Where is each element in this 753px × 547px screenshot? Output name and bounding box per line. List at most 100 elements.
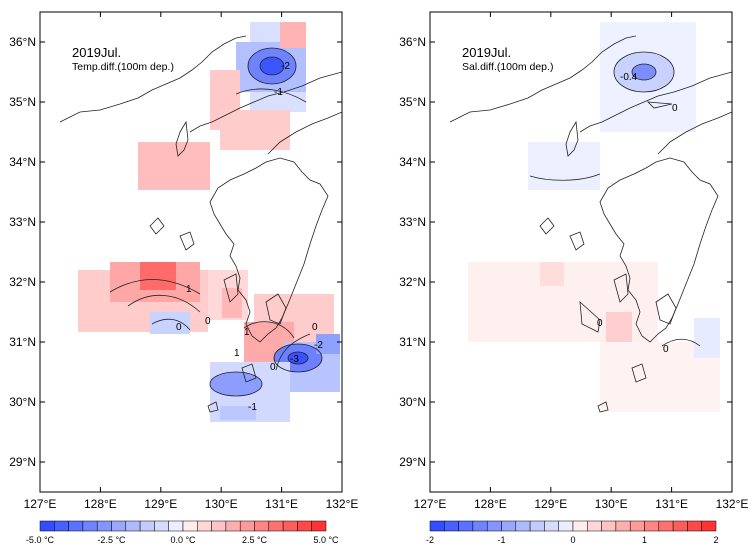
colorbar-cell — [601, 520, 617, 532]
lat-label: 33°N — [399, 215, 426, 229]
colorbar-tick-label: -5.0 °C — [26, 535, 55, 545]
lat-label: 33°N — [9, 215, 36, 229]
contour-label: 0 — [672, 103, 678, 114]
colorbar-cell — [211, 520, 227, 532]
colorbar-cell — [68, 520, 84, 532]
lat-label: 35°N — [9, 95, 36, 109]
colorbar-cell — [125, 520, 141, 532]
colorbar-cell — [687, 520, 702, 532]
panel-title-variable: Temp.diff.(100m dep.) — [72, 61, 174, 73]
temperature-colorbar: -5.0 °C -2.5 °C 0.0 °C 2.5 °C 5.0 °C — [26, 520, 339, 545]
colorbar-cell — [154, 520, 169, 532]
map-axes: 127°E 128°E 129°E 130°E 131°E 132°E 36°N 35°N 34… — [9, 12, 358, 511]
colorbar-tick-label: 5.0 °C — [313, 535, 339, 545]
panel-title-year: 2019Jul. — [72, 45, 121, 60]
colorbar-tick-label: 2 — [713, 535, 718, 545]
colorbar-cell — [486, 520, 502, 532]
colorbar-cell — [268, 520, 284, 532]
contour-label: -3 — [290, 354, 299, 365]
lat-label: 30°N — [9, 395, 36, 409]
colorbar-cell — [629, 520, 645, 532]
colorbar-cell — [297, 520, 312, 532]
panel-title-year: 2019Jul. — [462, 45, 511, 60]
lat-label: 35°N — [399, 95, 426, 109]
contour-label: -2 — [281, 61, 290, 72]
lat-label: 31°N — [9, 335, 36, 349]
contour-label: 0 — [176, 322, 182, 333]
lat-label: 36°N — [9, 35, 36, 49]
colorbar-cell — [96, 520, 112, 532]
lon-label: 131°E — [265, 497, 298, 511]
colorbar-cell — [54, 520, 69, 532]
colorbar-cell — [139, 520, 155, 532]
contour-label: 1 — [234, 348, 240, 359]
lat-label: 31°N — [399, 335, 426, 349]
map-frame — [429, 11, 733, 493]
colorbar-cell — [282, 520, 298, 532]
lat-label: 34°N — [399, 155, 426, 169]
colorbar-cell — [644, 520, 660, 532]
contour-label: 0 — [312, 322, 318, 333]
lon-label: 127°E — [24, 497, 57, 511]
lat-label: 36°N — [399, 35, 426, 49]
salinity-panel: 2019Jul. Sal.diff.(100m dep.) -0.4 0 0 0 — [429, 11, 733, 493]
colorbar-cell — [82, 520, 98, 532]
colorbar-cell — [701, 520, 717, 532]
lon-label: 132°E — [326, 497, 359, 511]
colorbar-cell — [544, 520, 559, 532]
colorbar-cell — [111, 520, 127, 532]
colorbar-cell — [39, 520, 55, 532]
lat-label: 30°N — [399, 395, 426, 409]
contour-label: 1 — [186, 284, 192, 295]
lon-label: 127°E — [414, 497, 447, 511]
colorbar-cell — [168, 520, 184, 532]
lon-label: 130°E — [595, 497, 628, 511]
lon-label: 131°E — [655, 497, 688, 511]
colorbar-cell — [558, 520, 574, 532]
map-axes: 127°E 128°E 129°E 130°E 131°E 132°E 36°N 35°N 34… — [399, 12, 748, 511]
colorbar-cell — [672, 520, 688, 532]
colorbar-cell — [515, 520, 531, 532]
contour-label: 0 — [597, 318, 603, 329]
lat-label: 34°N — [9, 155, 36, 169]
colorbar-tick-label: -2 — [426, 535, 434, 545]
temperature-field — [59, 22, 342, 422]
colorbar-cell — [239, 520, 255, 532]
colorbar-cell — [254, 520, 270, 532]
colorbar-cell — [458, 520, 474, 532]
colorbar-tick-label: 1 — [642, 535, 647, 545]
contour-label: -1 — [274, 87, 283, 98]
salinity-colorbar: -2 -1 0 1 2 — [426, 520, 719, 545]
colorbar-cell — [587, 520, 602, 532]
lon-label: 130°E — [205, 497, 238, 511]
contour-label: -0.4 — [620, 72, 638, 83]
contour-label: -1 — [248, 402, 257, 413]
temperature-panel: 2019Jul. Temp.diff.(100m dep.) -2 -1 1 0… — [39, 11, 343, 493]
colorbar-cell — [658, 520, 674, 532]
lat-label: 32°N — [9, 275, 36, 289]
salinity-field — [449, 22, 732, 413]
colorbar-cell — [572, 520, 588, 532]
colorbar-cell — [182, 520, 198, 532]
map-frame — [39, 11, 343, 493]
lon-label: 132°E — [716, 497, 749, 511]
colorbar-cell — [311, 520, 327, 532]
lat-label: 29°N — [399, 455, 426, 469]
colorbar-cell — [472, 520, 488, 532]
colorbar-cell — [501, 520, 517, 532]
contour-labels: -0.4 0 0 0 — [597, 72, 678, 355]
contour-label: 1 — [244, 327, 250, 338]
contour-label: -2 — [314, 340, 323, 351]
contour-label: 0 — [205, 316, 211, 327]
lon-label: 128°E — [474, 497, 507, 511]
panel-title-variable: Sal.diff.(100m dep.) — [462, 61, 553, 73]
colorbar-cell — [529, 520, 545, 532]
colorbar-cell — [197, 520, 212, 532]
colorbar-cell — [225, 520, 241, 532]
colorbar-tick-label: -2.5 °C — [97, 535, 126, 545]
colorbar-tick-label: 0.0 °C — [170, 535, 196, 545]
contour-labels: -2 -1 1 0 0 1 0 1 0 -3 -2 -1 — [176, 61, 323, 413]
lon-label: 128°E — [84, 497, 117, 511]
colorbar-tick-label: -1 — [497, 535, 505, 545]
